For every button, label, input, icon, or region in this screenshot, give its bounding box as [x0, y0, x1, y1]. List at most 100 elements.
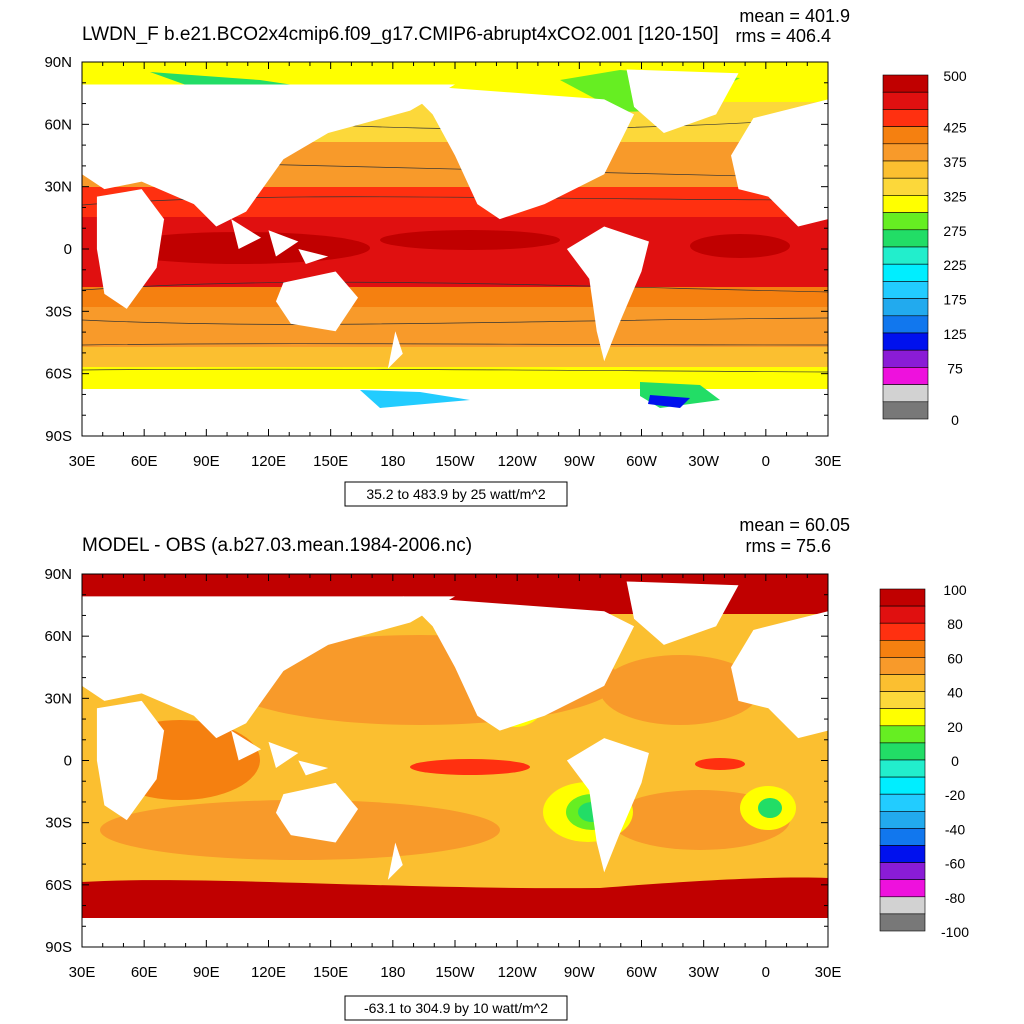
lat-tick-label: 60N: [44, 116, 72, 133]
colorbar-box: [879, 639, 926, 658]
lat-tick-label: 60N: [44, 628, 72, 645]
lon-tick-label: 90W: [564, 453, 596, 470]
panel-bottom: MODEL - OBS (a.b27.03.mean.1984-2006.nc)…: [44, 515, 969, 1021]
colorbar-label: 375: [943, 154, 967, 170]
panel-bottom-colorbar: 100 80 60 40 20 0 -20 -40 -60 -80 -100: [879, 582, 969, 940]
lat-tick-label: 60S: [45, 877, 72, 894]
land-mass: [96, 700, 165, 821]
land-mass: [275, 782, 359, 843]
colorbar-box: [882, 332, 929, 351]
lat-tick-label: 30S: [45, 815, 72, 832]
colorbar-box: [882, 263, 929, 282]
colorbar-label: 20: [947, 719, 963, 735]
lon-tick-label: 150W: [435, 964, 475, 981]
land-mass: [731, 611, 828, 739]
colorbar-box: [882, 109, 929, 127]
lat-tick-label: 60S: [45, 366, 72, 383]
lat-tick-label: 30N: [44, 690, 72, 707]
colorbar-label: 225: [943, 257, 967, 273]
lon-tick-label: 90E: [193, 964, 220, 981]
panel-bottom-title: MODEL - OBS (a.b27.03.mean.1984-2006.nc): [82, 535, 472, 556]
panel-top-land: [82, 69, 828, 369]
colorbar-box: [879, 691, 926, 709]
colorbar-box: [879, 828, 926, 846]
panel-bottom-rms: rms = 75.6: [745, 536, 831, 556]
panel-top-mean: mean = 401.9: [739, 6, 850, 26]
panel-top-ticks: 90N 60N 30N 0 30S 60S 90S 30E 60E 90E 120E 150E 180 1…: [44, 54, 841, 470]
lon-tick-label: 60E: [131, 964, 158, 981]
land-mass: [231, 219, 329, 264]
colorbar-box: [879, 896, 926, 915]
colorbar-box: [882, 298, 929, 317]
panel-top: LWDN_F b.e21.BCO2x4cmip6.f09_g17.CMIP6-a…: [44, 6, 967, 507]
land-mass: [231, 730, 329, 776]
colorbar-box: [882, 315, 929, 334]
colorbar-box: [879, 845, 926, 863]
colorbar-box: [879, 605, 926, 624]
land-mass: [387, 331, 403, 369]
lat-tick-label: 30N: [44, 179, 72, 196]
lat-tick-label: 90N: [44, 54, 72, 71]
land-mass: [566, 738, 649, 873]
colorbar-label: 275: [943, 223, 967, 239]
lat-tick-label: 0: [64, 241, 72, 258]
colorbar-box: [879, 793, 926, 812]
colorbar-box: [882, 126, 929, 145]
colorbar-label: -60: [945, 856, 965, 872]
colorbar-box: [879, 674, 926, 692]
colorbar-box: [879, 708, 926, 727]
lon-tick-label: 30E: [815, 964, 842, 981]
colorbar-label: -80: [945, 890, 965, 906]
lat-tick-label: 90S: [45, 428, 72, 445]
panel-bottom-mean: mean = 60.05: [739, 515, 850, 535]
colorbar-box: [879, 588, 926, 607]
lon-tick-label: 0: [762, 453, 770, 470]
colorbar-box: [882, 384, 929, 403]
colorbar-box: [882, 367, 929, 385]
land-mass: [731, 99, 828, 227]
land-mass: [82, 84, 455, 227]
lon-tick-label: 60W: [626, 964, 658, 981]
colorbar-box: [879, 913, 926, 932]
colorbar-label: 40: [947, 685, 963, 701]
colorbar-label: 0: [951, 753, 959, 769]
lon-tick-label: 30E: [69, 453, 96, 470]
colorbar-box: [882, 91, 929, 110]
colorbar-box: [882, 160, 929, 179]
panel-top-range: 35.2 to 483.9 by 25 watt/m^2: [366, 486, 546, 502]
land-mass: [96, 189, 165, 309]
panel-top-title: LWDN_F b.e21.BCO2x4cmip6.f09_g17.CMIP6-a…: [82, 24, 718, 45]
colorbar-box: [879, 742, 926, 761]
colorbar-box: [882, 401, 929, 420]
lon-tick-label: 60W: [626, 453, 658, 470]
lon-tick-label: 30W: [688, 964, 720, 981]
lon-tick-label: 60E: [131, 453, 158, 470]
lon-tick-label: 90W: [564, 964, 596, 981]
panel-top-rms: rms = 406.4: [735, 26, 831, 46]
lon-tick-label: 120W: [498, 964, 538, 981]
colorbar-box: [882, 195, 929, 213]
lon-tick-label: 120E: [251, 453, 286, 470]
colorbar-box: [879, 776, 926, 795]
land-mass: [387, 842, 403, 880]
colorbar-box: [879, 725, 926, 744]
lon-tick-label: 180: [380, 964, 405, 981]
colorbar-box: [879, 759, 926, 778]
land-mass: [566, 226, 649, 362]
colorbar-label: 0: [951, 412, 959, 428]
land-mass: [82, 596, 455, 739]
colorbar-label: -40: [945, 821, 965, 837]
lat-tick-label: 30S: [45, 303, 72, 320]
lon-tick-label: 0: [762, 964, 770, 981]
colorbar-label: 425: [943, 120, 967, 136]
lon-tick-label: 90E: [193, 453, 220, 470]
land-mass: [402, 84, 635, 220]
panel-top-colorbar: 500 425 375 325 275 225 175 125 75 0: [882, 68, 967, 428]
lat-tick-label: 0: [64, 753, 72, 770]
colorbar-label: -20: [945, 787, 965, 803]
colorbar-label: 175: [943, 292, 967, 308]
colorbar-label: 125: [943, 326, 967, 342]
panel-top-range-box: [344, 481, 568, 507]
colorbar-box: [882, 229, 929, 248]
